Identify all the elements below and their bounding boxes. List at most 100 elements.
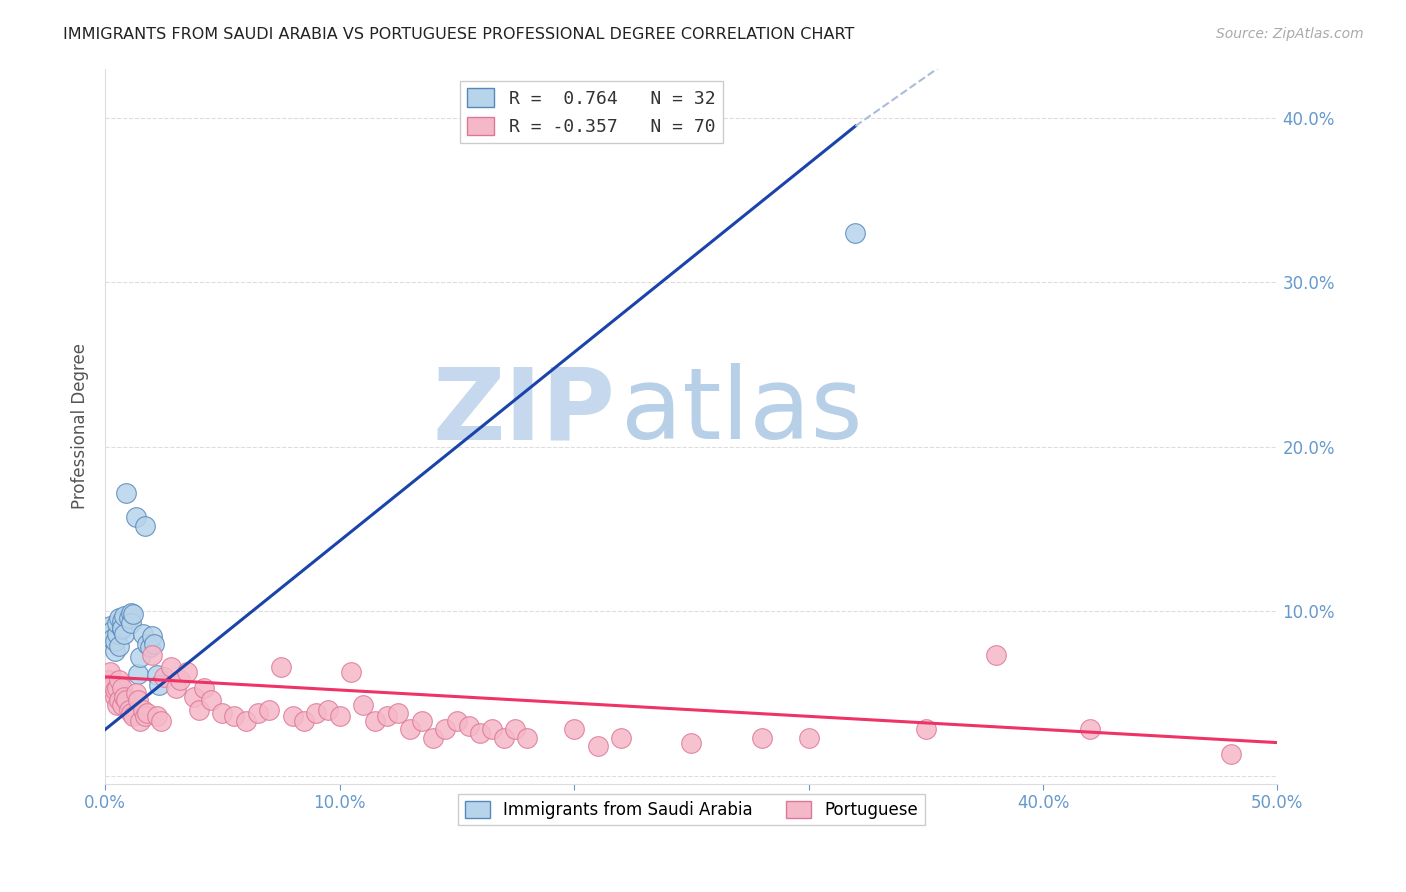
Point: [96, 673, 118, 688]
Point: [305, 706, 328, 720]
Point: [127, 666, 149, 681]
Point: [104, 633, 127, 648]
Point: [235, 714, 257, 729]
Text: Source: ZipAtlas.com: Source: ZipAtlas.com: [1216, 27, 1364, 41]
Point: [141, 648, 163, 663]
Point: [104, 643, 127, 657]
Point: [1078, 723, 1101, 737]
Point: [132, 703, 155, 717]
Point: [115, 485, 138, 500]
Point: [562, 723, 585, 737]
Point: [183, 690, 205, 704]
Point: [148, 678, 170, 692]
Point: [160, 660, 183, 674]
Point: [169, 673, 191, 688]
Point: [96, 625, 118, 640]
Point: [136, 637, 159, 651]
Point: [146, 709, 169, 723]
Point: [797, 731, 820, 745]
Point: [751, 731, 773, 745]
Point: [108, 610, 131, 624]
Point: [457, 719, 479, 733]
Point: [132, 627, 155, 641]
Text: ZIP: ZIP: [432, 363, 614, 460]
Point: [125, 686, 148, 700]
Point: [399, 723, 422, 737]
Point: [352, 698, 374, 712]
Point: [104, 683, 127, 698]
Point: [101, 624, 124, 638]
Point: [316, 703, 339, 717]
Point: [108, 673, 131, 688]
Point: [105, 698, 128, 712]
Point: [118, 610, 141, 624]
Y-axis label: Professional Degree: Professional Degree: [72, 343, 89, 509]
Point: [176, 665, 198, 679]
Point: [111, 614, 134, 628]
Point: [281, 709, 304, 723]
Point: [120, 606, 142, 620]
Point: [98, 619, 121, 633]
Point: [188, 703, 211, 717]
Point: [516, 731, 538, 745]
Point: [136, 706, 159, 720]
Point: [914, 723, 936, 737]
Point: [101, 678, 124, 692]
Point: [108, 639, 131, 653]
Point: [246, 706, 269, 720]
Point: [270, 660, 292, 674]
Point: [112, 690, 135, 704]
Point: [586, 739, 609, 753]
Point: [200, 693, 222, 707]
Point: [112, 609, 135, 624]
Point: [492, 731, 515, 745]
Point: [141, 629, 163, 643]
Point: [125, 510, 148, 524]
Point: [120, 706, 142, 720]
Point: [375, 709, 398, 723]
Point: [118, 703, 141, 717]
Point: [101, 632, 124, 646]
Point: [120, 615, 142, 630]
Point: [411, 714, 433, 729]
Point: [481, 723, 503, 737]
Point: [364, 714, 387, 729]
Point: [681, 736, 703, 750]
Point: [111, 621, 134, 635]
Point: [446, 714, 468, 729]
Point: [122, 709, 145, 723]
Point: [259, 703, 281, 717]
Point: [139, 640, 162, 655]
Point: [115, 693, 138, 707]
Point: [129, 714, 152, 729]
Point: [329, 709, 352, 723]
Point: [108, 693, 131, 707]
Point: [111, 681, 134, 696]
Point: [610, 731, 633, 745]
Point: [505, 723, 527, 737]
Point: [122, 607, 145, 622]
Point: [153, 670, 176, 684]
Point: [984, 648, 1007, 663]
Point: [134, 709, 156, 723]
Point: [98, 665, 121, 679]
Point: [105, 627, 128, 641]
Text: atlas: atlas: [621, 363, 863, 460]
Legend: Immigrants from Saudi Arabia, Portuguese: Immigrants from Saudi Arabia, Portuguese: [458, 794, 925, 825]
Point: [129, 650, 152, 665]
Text: IMMIGRANTS FROM SAUDI ARABIA VS PORTUGUESE PROFESSIONAL DEGREE CORRELATION CHART: IMMIGRANTS FROM SAUDI ARABIA VS PORTUGUE…: [63, 27, 855, 42]
Point: [104, 690, 127, 704]
Point: [143, 637, 166, 651]
Point: [111, 698, 134, 712]
Point: [165, 681, 187, 696]
Point: [224, 709, 246, 723]
Point: [134, 518, 156, 533]
Point: [105, 681, 128, 696]
Point: [112, 627, 135, 641]
Point: [470, 725, 492, 739]
Point: [150, 714, 173, 729]
Point: [146, 668, 169, 682]
Point: [111, 622, 134, 636]
Point: [422, 731, 444, 745]
Point: [387, 706, 409, 720]
